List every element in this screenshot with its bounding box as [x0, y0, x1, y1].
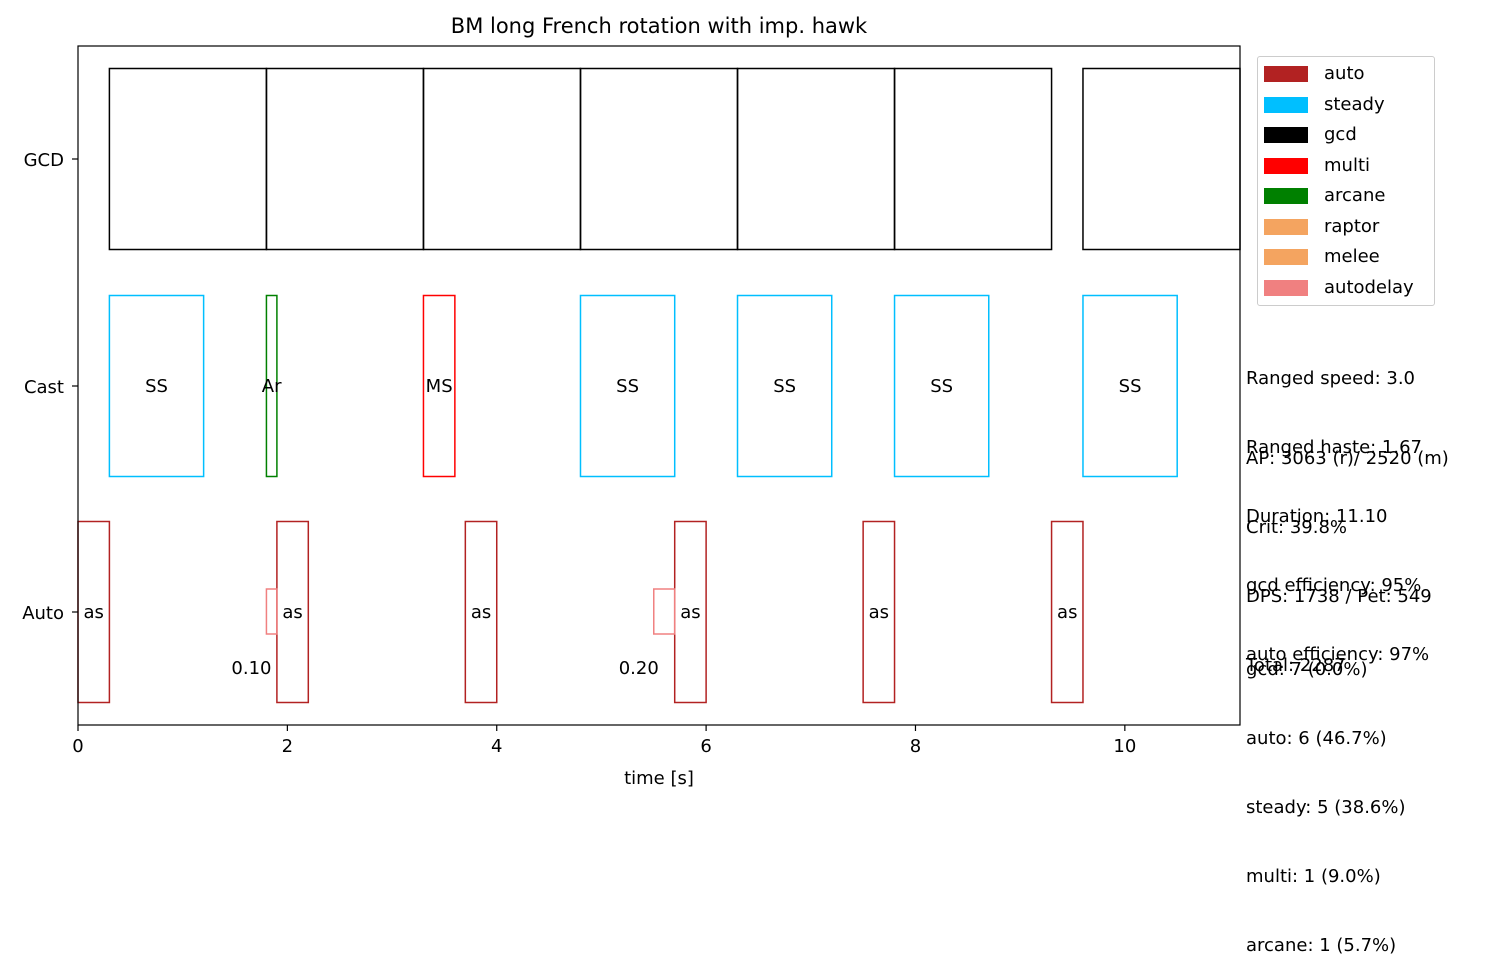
stats-block-speed: Ranged speed: 3.0 Ranged haste: 1.67 Dur…	[1246, 321, 1422, 551]
stat-duration: Duration: 11.10	[1246, 506, 1388, 527]
bars-layer: SS Ar MS SS SS SS SS as as as as as as 0.10 0.20	[77, 67, 1241, 704]
stat-total: Total: 2287	[1246, 655, 1346, 676]
autodelay-bar	[653, 588, 676, 635]
stats-block-power: AP: 3063 (r)/ 2520 (m) Crit: 39.8% DPS: …	[1246, 401, 1449, 700]
cast-bar-label: SS	[145, 376, 168, 397]
cast-bar	[422, 294, 456, 478]
gcd-bar	[422, 67, 582, 251]
legend-swatch	[1264, 66, 1308, 82]
stat-ap: AP: 3063 (r)/ 2520 (m)	[1246, 448, 1449, 469]
stat-crit: Crit: 39.8%	[1246, 517, 1347, 538]
cast-bar	[108, 294, 205, 478]
stat-ranged-haste: Ranged haste: 1.67	[1246, 437, 1423, 458]
x-tick-label: 6	[700, 736, 711, 757]
legend-label: auto	[1324, 63, 1365, 84]
cast-bar-label: SS	[1119, 376, 1142, 397]
legend-label: gcd	[1324, 124, 1357, 145]
stat-auto-efficiency: auto efficiency: 97%	[1246, 644, 1430, 665]
auto-bar-label: as	[282, 602, 302, 623]
legend-label: autodelay	[1324, 276, 1414, 298]
x-tick-label: 8	[910, 736, 921, 757]
stat-multi-count: multi: 1 (9.0%)	[1246, 866, 1381, 887]
legend-label: raptor	[1324, 215, 1380, 237]
autodelay-label: 0.20	[619, 658, 659, 679]
stat-gcd-efficiency: gcd efficiency: 95%	[1246, 575, 1422, 596]
cast-bar	[579, 294, 676, 478]
x-tick-label: 0	[72, 736, 83, 757]
cast-bar	[893, 294, 990, 478]
x-tick-label: 2	[282, 736, 293, 757]
legend-swatch	[1264, 157, 1308, 174]
gcd-bar	[265, 67, 425, 251]
gcd-bar	[1082, 67, 1241, 251]
autodelay-bar	[265, 588, 278, 635]
gcd-bar	[108, 67, 268, 251]
plot-frame	[77, 45, 1241, 726]
x-tick-label: 10	[1113, 736, 1136, 757]
x-tick-label: 4	[491, 736, 502, 757]
chart-legend: auto steady gcd multi arcane raptor melee autod…	[1257, 56, 1435, 306]
cast-bar-label: SS	[773, 376, 796, 397]
cast-bar	[265, 294, 278, 478]
y-tick-label: Cast	[24, 377, 64, 398]
legend-swatch	[1264, 188, 1308, 204]
legend-swatch	[1264, 96, 1308, 113]
auto-bar-label: as	[471, 602, 491, 623]
stats-block-counts: gcd: 7 (0.0%) auto: 6 (46.7%) steady: 5 …	[1246, 612, 1406, 980]
stat-steady-count: steady: 5 (38.6%)	[1246, 797, 1406, 818]
auto-bar-label: as	[1057, 602, 1077, 623]
legend-swatch	[1264, 249, 1308, 265]
chart-title: BM long French rotation with imp. hawk	[451, 14, 868, 38]
cast-bar-label: SS	[930, 376, 953, 397]
auto-bar	[464, 520, 498, 704]
auto-bar-label: as	[869, 602, 889, 623]
stat-dps: DPS: 1738 / Pet: 549	[1246, 586, 1432, 607]
legend-swatch	[1264, 127, 1308, 143]
cast-bar	[736, 294, 833, 478]
cast-bar-label: SS	[616, 376, 639, 397]
legend-label: arcane	[1324, 185, 1386, 206]
cast-bar	[1082, 294, 1178, 478]
axes-layer: 0 2 4 6 8 10 GCD Cast Auto	[22, 150, 1136, 757]
legend-swatch	[1264, 218, 1308, 235]
auto-bar	[862, 520, 896, 704]
auto-bar-label: as	[680, 602, 700, 623]
autodelay-label: 0.10	[231, 658, 271, 679]
stat-arcane-count: arcane: 1 (5.7%)	[1246, 935, 1397, 956]
stats-block-efficiency: gcd efficiency: 95% auto efficiency: 97%	[1246, 528, 1429, 689]
cast-bar-label: MS	[426, 376, 453, 397]
legend-swatch	[1264, 279, 1308, 296]
x-axis-label: time [s]	[624, 768, 694, 789]
rotation-chart: BM long French rotation with imp. hawk S…	[22, 14, 1241, 789]
auto-bar	[1050, 520, 1084, 704]
legend-label: steady	[1324, 93, 1385, 115]
stat-ranged-speed: Ranged speed: 3.0	[1246, 368, 1415, 389]
y-tick-label: Auto	[22, 603, 64, 624]
legend-label: melee	[1324, 246, 1380, 267]
gcd-bar	[579, 67, 739, 251]
stat-auto-count: auto: 6 (46.7%)	[1246, 728, 1387, 749]
auto-bar-label: as	[83, 602, 103, 623]
y-tick-label: GCD	[24, 150, 64, 171]
stat-gcd-count: gcd: 7 (0.0%)	[1246, 659, 1368, 680]
gcd-bar	[893, 67, 1053, 251]
cast-bar-label: Ar	[262, 376, 282, 397]
gcd-bar	[736, 67, 896, 251]
legend-label: multi	[1324, 154, 1371, 176]
